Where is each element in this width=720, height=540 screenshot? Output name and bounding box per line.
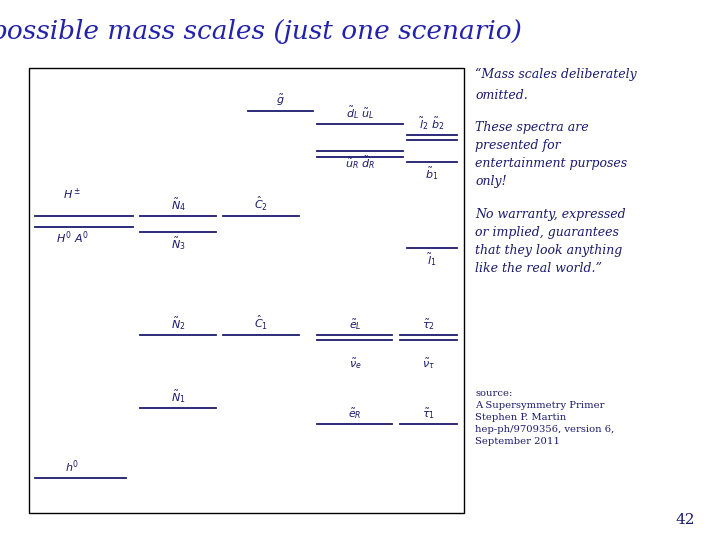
Text: “Mass scales deliberately: “Mass scales deliberately: [475, 68, 637, 81]
Text: $\tilde{u}_R\ \tilde{d}_R$: $\tilde{u}_R\ \tilde{d}_R$: [345, 154, 375, 171]
Text: $\tilde{N}_4$: $\tilde{N}_4$: [171, 197, 186, 213]
Text: $\tilde{\tau}_2$: $\tilde{\tau}_2$: [422, 317, 435, 332]
Text: $H^\pm$: $H^\pm$: [63, 187, 81, 202]
Text: $\tilde{g}$: $\tilde{g}$: [276, 93, 285, 108]
Text: $\tilde{N}_2$: $\tilde{N}_2$: [171, 315, 186, 332]
Text: omitted.: omitted.: [475, 89, 528, 102]
Text: $h^0$: $h^0$: [65, 458, 79, 475]
Text: $\hat{C}_1$: $\hat{C}_1$: [254, 314, 269, 332]
Text: $\tilde{b}_1$: $\tilde{b}_1$: [426, 165, 438, 181]
Text: $\tilde{\tau}_1$: $\tilde{\tau}_1$: [422, 406, 435, 421]
Text: $\tilde{\nu}_\tau$: $\tilde{\nu}_\tau$: [422, 356, 435, 372]
Text: source:
A Supersymmetry Primer
Stephen P. Martin
hep-ph/9709356, version 6,
Sept: source: A Supersymmetry Primer Stephen P…: [475, 389, 614, 447]
Text: These spectra are
presented for
entertainment purposes
only!: These spectra are presented for entertai…: [475, 122, 627, 188]
Text: $\tilde{l}_2\ \tilde{b}_2$: $\tilde{l}_2\ \tilde{b}_2$: [419, 116, 445, 132]
Text: $\hat{C}_2$: $\hat{C}_2$: [254, 195, 269, 213]
Text: $\tilde{d}_L\ \tilde{u}_L$: $\tilde{d}_L\ \tilde{u}_L$: [346, 105, 374, 122]
Text: No warranty, expressed
or implied, guarantees
that they look anything
like the r: No warranty, expressed or implied, guara…: [475, 208, 626, 275]
Text: $\tilde{e}_R$: $\tilde{e}_R$: [348, 406, 361, 421]
Text: $\tilde{l}_1$: $\tilde{l}_1$: [427, 251, 437, 268]
Text: possible mass scales (just one scenario): possible mass scales (just one scenario): [0, 19, 521, 44]
Text: $\tilde{e}_L$: $\tilde{e}_L$: [348, 317, 361, 332]
Text: $\tilde{N}_3$: $\tilde{N}_3$: [171, 235, 186, 252]
Text: $H^0\ A^0$: $H^0\ A^0$: [55, 230, 89, 246]
Text: 42: 42: [675, 512, 695, 526]
Text: $\tilde{N}_1$: $\tilde{N}_1$: [171, 388, 186, 405]
Text: $\tilde{\nu}_e$: $\tilde{\nu}_e$: [348, 356, 361, 372]
